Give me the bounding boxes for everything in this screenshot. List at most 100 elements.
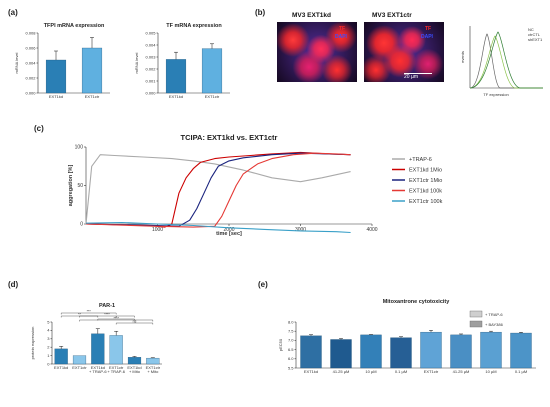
chart-tcipa: 0 50 100 1000 2000 3000 4000 +TRAP-6 EXT1kd 1Mio… (68, 133, 443, 237)
tcipa-series-line (85, 154, 351, 225)
par1-sig-bracket (60, 312, 117, 315)
g-mito-category-label: 0.1 µM (515, 369, 527, 374)
g-par1-category-label: + TRAP-6 (107, 369, 125, 374)
g-mito-category-label: 10 µM (365, 369, 376, 374)
g-par1-bar (127, 357, 142, 365)
tcipa-series-line (85, 221, 351, 234)
g-par1-ylabel: protein expression (30, 327, 35, 360)
dapi-label-ctr: DAPI (421, 34, 433, 40)
tcipa-legend-label: EXT1kd 100k (409, 189, 442, 195)
scale-bar-label: 20 µm (404, 74, 418, 80)
panel-label-e: (e) (258, 280, 268, 289)
g-tf-ytick-label: 0.001 (145, 78, 156, 83)
g-mito-bar (510, 332, 532, 369)
tcipa-xlabel: time [sec] (216, 231, 242, 237)
microscopy-image-kd (277, 22, 357, 82)
g-tfpi-ytick-label: 0.008 (25, 30, 36, 35)
g-mito-bar (450, 334, 472, 369)
g-par1-category-label: EXT1ctr (146, 365, 161, 370)
g-mito-ylabel: pEC50 (278, 338, 283, 351)
g-tf-bar (165, 59, 187, 94)
g-tfpi-title: TFPI mRNA expression (44, 23, 105, 29)
hist-legend-1: NC (528, 27, 534, 32)
tcipa-series-line (85, 151, 351, 228)
par1-sig-bracket (79, 315, 135, 318)
g-par1-ytick-label: 0 (47, 361, 50, 366)
tf-label-kd: TF (339, 26, 346, 32)
g-mito-bar (300, 335, 322, 369)
g-tf-category-label: EXT1ctr (205, 94, 220, 99)
g-mito-ytick-label: 6.0 (288, 356, 294, 361)
g-tfpi-bar (81, 47, 103, 94)
tcipa-title: TCIPA: EXT1kd vs. EXT1ctr (181, 133, 278, 142)
hist-curve-shext1 (469, 31, 543, 89)
g-par1-category-label: EXT1ctr (109, 365, 124, 370)
flow-histogram: NC ctrCTL shEXT1 TF expression events (460, 26, 543, 97)
g-par1-bar (109, 335, 123, 365)
par1-sig-label: ** (78, 312, 81, 316)
g-mito-category-label: 0.1 µM (395, 369, 407, 374)
g-par1-category-label: + Mito (129, 369, 141, 374)
tcipa-ylabel: aggregation [%] (68, 165, 74, 207)
par1-sig-label: **** (104, 312, 110, 316)
g-tf-ytick-label: 0.004 (145, 42, 156, 47)
tcipa-legend-label: +TRAP-6 (409, 157, 432, 163)
g-mito-bar (420, 331, 442, 369)
g-tfpi-ylabel: mRNA level (14, 52, 19, 73)
g-tfpi-category-label: EXT1ctr (85, 94, 100, 99)
g-tfpi-ytick-label: 0.002 (25, 75, 36, 80)
g-tf-ytick-label: 0.002 (145, 66, 156, 71)
g-mito-category-label: EXT1ctr (424, 369, 439, 374)
g-mito-category-label: 41.25 µM (333, 369, 350, 374)
g-par1-ytick-label: 4 (47, 328, 50, 333)
mito-legend-label: + BAY386 (485, 322, 504, 327)
g-mito-category-label: 41.25 µM (453, 369, 470, 374)
par1-sig-bracket (97, 318, 135, 321)
par1-sig-bracket (115, 322, 154, 325)
scale-bar (404, 73, 432, 74)
tcipa-ytick-label: 0 (80, 222, 83, 228)
g-par1-category-label: EXT1ctr (72, 365, 87, 370)
microscopy-image-ctr (364, 22, 444, 82)
panel-label-b: (b) (255, 8, 266, 17)
mito-legend-swatch (469, 320, 483, 328)
g-mito-ytick-label: 6.5 (288, 347, 294, 352)
g-mito-ytick-label: 8.0 (288, 319, 294, 324)
g-tf-ylabel: mRNA level (134, 52, 139, 73)
chart-tf: 0.000 0.001 0.002 0.003 0.004 0.005 EXT1kd EXT1… (134, 23, 230, 99)
g-mito-category-label: 10 µM (485, 369, 496, 374)
g-mito-bar (330, 339, 352, 369)
tcipa-ytick-label: 100 (75, 145, 84, 151)
tcipa-xtick-label: 1000 (152, 227, 163, 233)
g-par1-ytick-label: 2 (47, 345, 50, 350)
g-mito-bar (480, 331, 502, 369)
g-mito-ytick-label: 5.5 (288, 365, 294, 370)
tcipa-ytick-label: 50 (77, 183, 83, 189)
mito-legend-label: + TRAP-6 (485, 312, 503, 317)
g-mito-ytick-label: 7.0 (288, 338, 294, 343)
g-mito-category-label: EXT1kd (304, 369, 318, 374)
par1-sig-label: ns (133, 319, 137, 323)
par1-sig-label: **** (113, 316, 119, 320)
mito-legend-swatch (469, 310, 483, 318)
g-mito-bar (360, 334, 382, 369)
g-par1-bar (72, 355, 87, 365)
g-par1-category-label: EXT1kd (91, 365, 105, 370)
hist-xlabel: TF expression (483, 92, 508, 97)
g-tf-ytick-label: 0.005 (145, 30, 156, 35)
g-tfpi-ytick-label: 0.000 (25, 90, 36, 95)
par1-sig-label: * (115, 315, 117, 319)
hist-legend-2: ctrCTL (528, 32, 541, 37)
panel-label-c: (c) (34, 124, 44, 133)
hist-ylabel: events (460, 51, 465, 63)
g-par1-category-label: + TRAP-6 (89, 369, 107, 374)
image-title-ctr: MV3 EXT1ctr (372, 12, 412, 19)
chart-tfpi: 0.000 0.002 0.004 0.006 0.008 EXT1kd EXT1ctr TF… (14, 23, 110, 99)
g-par1-category-label: + Mito (147, 369, 159, 374)
g-par1-ytick-label: 1 (47, 353, 50, 358)
g-tfpi-category-label: EXT1kd (49, 94, 63, 99)
g-par1-ytick-label: 5 (47, 319, 50, 324)
tcipa-series-line (85, 152, 351, 228)
